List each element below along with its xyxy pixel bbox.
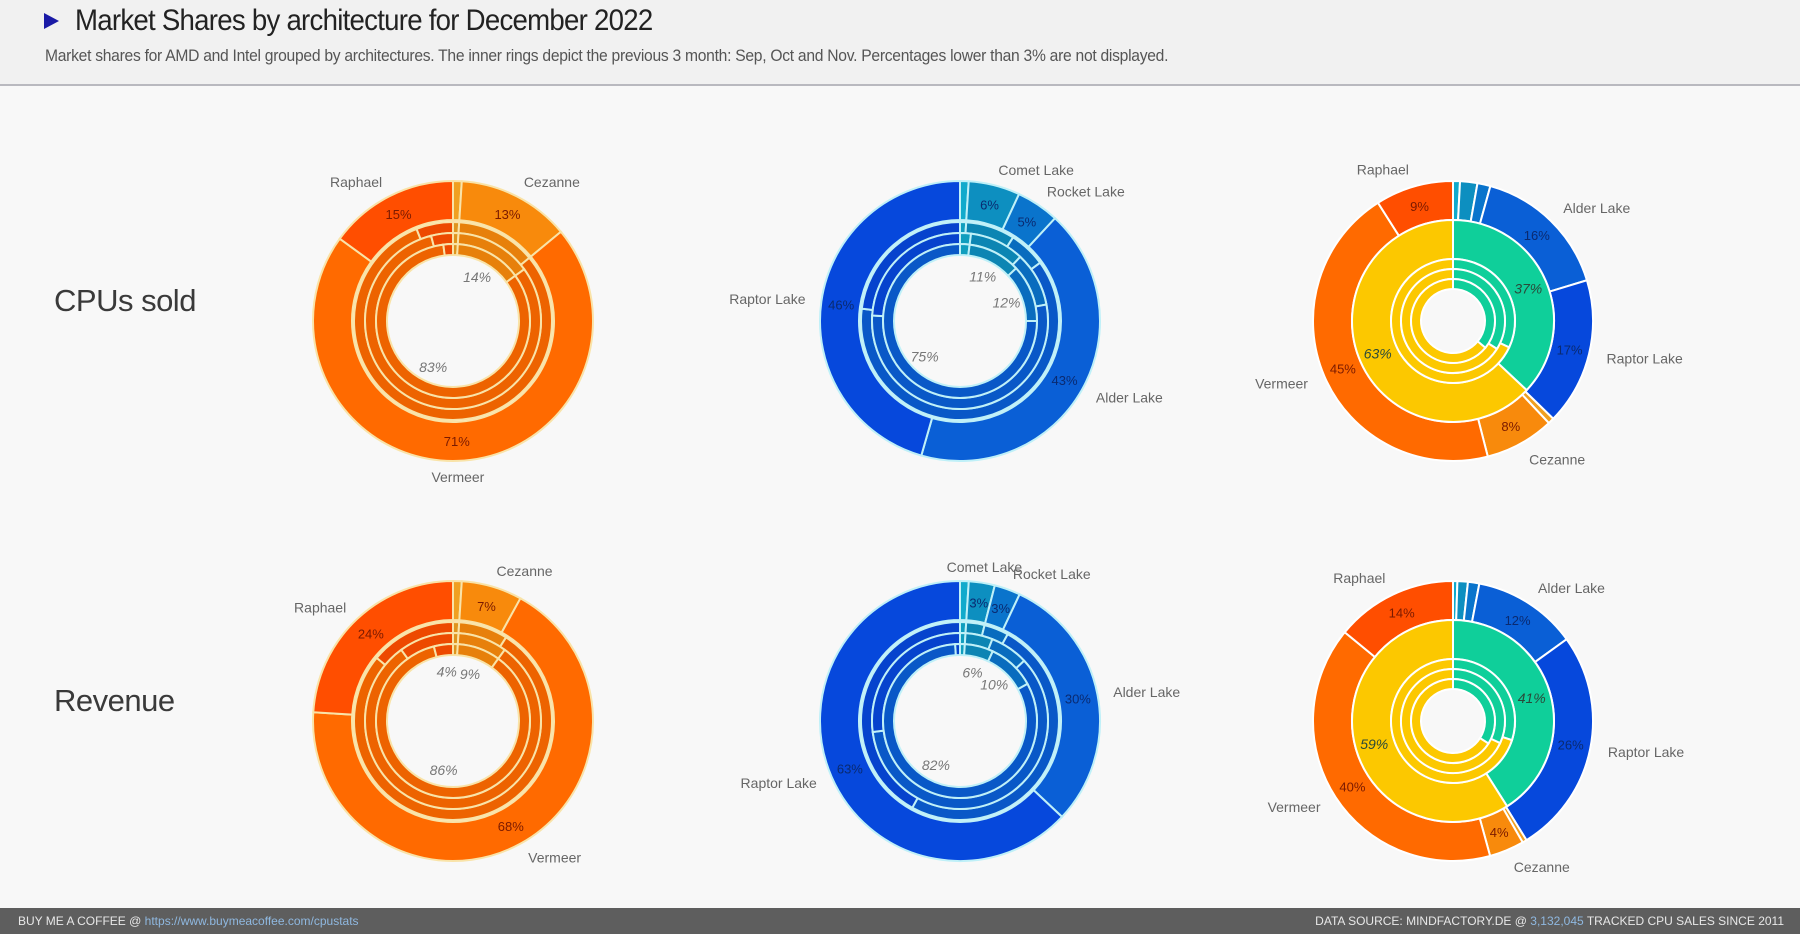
inner-pct-label: 86% <box>430 762 458 778</box>
outer-slice-raphael[interactable] <box>312 579 454 716</box>
outer-slice-raptor-lake[interactable] <box>819 179 961 457</box>
pct-label: 8% <box>1501 419 1520 434</box>
outer-slice-raphael[interactable] <box>338 179 454 264</box>
pct-label: 16% <box>1524 228 1550 243</box>
pct-label: 40% <box>1339 779 1365 794</box>
series-label-comet-lake: Comet Lake <box>947 559 1023 575</box>
inner-pct-label: 83% <box>419 359 447 375</box>
pct-label: 17% <box>1557 342 1583 357</box>
pct-label: 30% <box>1065 692 1091 707</box>
pct-label: 63% <box>837 762 863 777</box>
pct-label: 45% <box>1330 362 1356 377</box>
series-label-vermeer: Vermeer <box>1255 376 1308 392</box>
middle-pct-label: 41% <box>1518 690 1546 706</box>
series-label-alder-lake: Alder Lake <box>1538 580 1605 596</box>
series-label-alder-lake: Alder Lake <box>1113 684 1180 700</box>
month3-slice-raptor-lake[interactable] <box>954 642 961 657</box>
series-label-raphael: Raphael <box>1333 570 1385 586</box>
pct-label: 26% <box>1558 738 1584 753</box>
series-label-raptor-lake: Raptor Lake <box>741 775 817 791</box>
footer-source-label: DATA SOURCE: MINDFACTORY.DE @ <box>1315 914 1527 928</box>
pct-label: 14% <box>1389 606 1415 621</box>
inner-pct-label: 75% <box>911 348 939 364</box>
month3-slice-raphael[interactable] <box>442 242 454 257</box>
series-label-vermeer: Vermeer <box>431 469 484 485</box>
series-label-cezanne: Cezanne <box>497 563 553 579</box>
series-label-raptor-lake: Raptor Lake <box>1608 744 1684 760</box>
month3-slice-raphael[interactable] <box>432 642 454 659</box>
pct-label: 7% <box>477 599 496 614</box>
pct-label: 3% <box>969 595 988 610</box>
series-label-raptor-lake: Raptor Lake <box>1607 350 1683 366</box>
chart-amd-revenue: 7% Cezanne 68% Vermeer 24% Raphael 4% 9% 86% <box>294 563 594 866</box>
pct-label: 4% <box>1490 825 1509 840</box>
pct-label: 46% <box>828 297 854 312</box>
chart-intel-revenue: 3% Comet Lake 3% Rocket Lake 30% Alder Lake 63… <box>741 559 1180 862</box>
series-label-cezanne: Cezanne <box>524 174 580 190</box>
month3-slice-amd[interactable] <box>1410 277 1487 364</box>
pct-label: 6% <box>980 198 999 213</box>
footer-coffee-link[interactable]: https://www.buymeacoffee.com/cpustats <box>144 914 359 928</box>
pct-label: 12% <box>1505 613 1531 628</box>
pct-label: 15% <box>386 207 412 222</box>
footer-bar: BUY ME A COFFEE @ https://www.buymeacoff… <box>0 908 1800 934</box>
middle-pct-label: 59% <box>1360 736 1388 752</box>
pct-label: 9% <box>1410 199 1429 214</box>
series-label-vermeer: Vermeer <box>528 850 581 866</box>
pct-label: 3% <box>991 601 1010 616</box>
series-label-raptor-lake: Raptor Lake <box>729 291 805 307</box>
series-label-alder-lake: Alder Lake <box>1563 200 1630 216</box>
inner-pct-label: 6% <box>962 665 982 681</box>
pct-label: 5% <box>1017 214 1036 229</box>
outer-slice-alder-lake[interactable] <box>920 216 1101 462</box>
series-label-raphael: Raphael <box>1357 161 1409 177</box>
footer-coffee-label: BUY ME A COFFEE @ <box>18 914 142 928</box>
middle-pct-label: 37% <box>1514 280 1542 296</box>
chart-amd-cpus: 13% Cezanne 71% Vermeer 15% Raphael 14% 83% <box>312 174 594 485</box>
pct-label: 68% <box>498 819 524 834</box>
series-label-raphael: Raphael <box>294 599 346 615</box>
footer-left: BUY ME A COFFEE @ https://www.buymeacoff… <box>18 914 359 928</box>
page-header: Market Shares by architecture for Decemb… <box>0 0 1800 86</box>
inner-pct-label: 14% <box>463 269 491 285</box>
middle-pct-label: 63% <box>1364 346 1392 362</box>
row-label-revenue: Revenue <box>54 683 175 718</box>
series-label-cezanne: Cezanne <box>1514 859 1570 875</box>
series-label-alder-lake: Alder Lake <box>1096 390 1163 406</box>
series-label-rocket-lake: Rocket Lake <box>1047 183 1125 199</box>
inner-pct-label: 4% <box>437 663 457 679</box>
chart-intel-cpus: 6% Comet Lake 5% Rocket Lake 43% Alder Lake 46… <box>729 162 1163 462</box>
series-label-cezanne: Cezanne <box>1529 451 1585 467</box>
footer-right: DATA SOURCE: MINDFACTORY.DE @ 3,132,045 … <box>1315 914 1784 928</box>
row-label-cpus-sold: CPUs sold <box>54 283 196 318</box>
inner-pct-label: 10% <box>980 677 1008 693</box>
outer-slice-vermeer[interactable] <box>312 596 594 862</box>
chart-combined-revenue: 12% Alder Lake 26% Raptor Lake 4% Cezanne 40% V… <box>1268 570 1685 875</box>
triangle-right-icon[interactable] <box>44 13 59 29</box>
footer-sales-count: 3,132,045 <box>1530 914 1584 928</box>
pct-label: 24% <box>358 627 384 642</box>
pct-label: 71% <box>444 434 470 449</box>
month3-slice-alder-lake[interactable] <box>882 242 1039 399</box>
charts-canvas: 13% Cezanne 71% Vermeer 15% Raphael 14% 83% 6% Co… <box>294 161 1685 875</box>
series-label-rocket-lake: Rocket Lake <box>1013 566 1091 582</box>
inner-pct-label: 12% <box>992 295 1020 311</box>
title-row: Market Shares by architecture for Decemb… <box>44 4 703 38</box>
inner-pct-label: 82% <box>922 757 950 773</box>
series-label-comet-lake: Comet Lake <box>998 162 1074 178</box>
series-label-raphael: Raphael <box>330 174 382 190</box>
outer-slice-vermeer[interactable] <box>312 230 594 462</box>
inner-pct-label: 11% <box>969 268 996 284</box>
month3-slice-amd[interactable] <box>1410 677 1490 764</box>
pct-label: 13% <box>494 207 520 222</box>
chart-combined-cpus: 16% Alder Lake 17% Raptor Lake 8% Cezanne 45% V… <box>1255 161 1683 467</box>
inner-pct-label: 9% <box>460 666 480 682</box>
page-title: Market Shares by architecture for Decemb… <box>75 4 653 37</box>
page-subtitle: Market shares for AMD and Intel grouped … <box>45 46 1169 65</box>
pct-label: 43% <box>1052 373 1078 388</box>
footer-source-suffix: TRACKED CPU SALES SINCE 2011 <box>1586 914 1784 928</box>
outer-slice-raptor-lake[interactable] <box>819 579 1064 862</box>
series-label-vermeer: Vermeer <box>1268 799 1321 815</box>
